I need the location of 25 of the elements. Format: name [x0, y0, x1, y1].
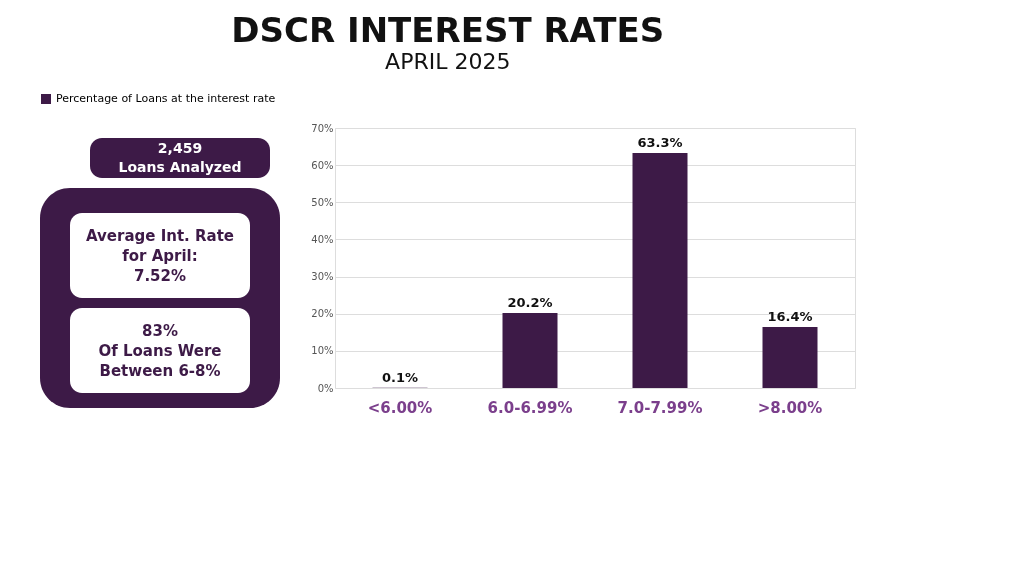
x-tick-label: 6.0-6.99% [487, 398, 573, 417]
text: Average Int. Rate for April: 7.52% [85, 226, 235, 285]
text: 83% Of Loans Were Between 6-8% [98, 321, 222, 380]
bar [502, 312, 558, 388]
x-tick-label: <6.00% [367, 398, 433, 417]
y-tick-label: 50% [311, 196, 334, 208]
bar [632, 152, 688, 388]
x-tick-label: >8.00% [757, 398, 823, 417]
y-tick-label: 60% [311, 159, 334, 171]
bar [762, 327, 818, 388]
x-tick-label: 7.0-7.99% [617, 398, 703, 417]
legend-label: Percentage of Loans at the interest rate [56, 92, 276, 105]
data-label: 20.2% [507, 294, 553, 310]
data-label: 63.3% [637, 134, 683, 150]
data-label: 0.1% [381, 369, 419, 385]
y-tick-label: 70% [311, 122, 334, 134]
data-label: 16.4% [767, 309, 813, 325]
y-tick-label: 40% [311, 233, 334, 245]
y-tick-label: 10% [311, 345, 334, 357]
y-tick-label: 0% [317, 382, 334, 394]
chart-subtitle: APRIL 2025 [385, 49, 511, 74]
y-tick-label: 20% [311, 308, 334, 320]
y-tick-label: 30% [311, 271, 334, 283]
chart-title: DSCR INTEREST RATES [231, 10, 665, 50]
text: 2,459 Loans Analyzed [118, 139, 242, 175]
